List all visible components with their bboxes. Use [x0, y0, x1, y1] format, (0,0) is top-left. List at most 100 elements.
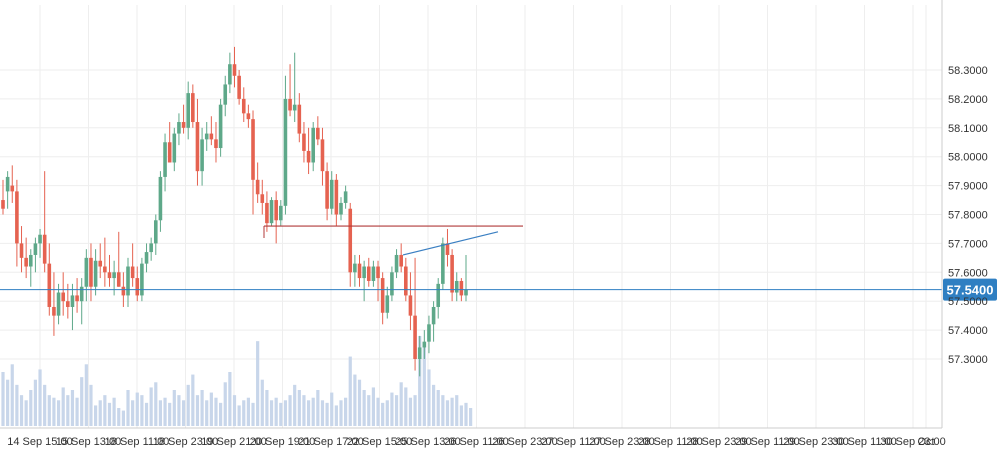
- candle-down: [1, 200, 5, 209]
- volume-bar: [232, 395, 237, 426]
- volume-bar: [135, 392, 139, 426]
- volume-bar: [66, 395, 70, 426]
- x-tick-label: 14 Sep 15:00: [7, 436, 72, 448]
- candle-up: [417, 347, 422, 359]
- volume-bar: [140, 395, 144, 426]
- candle-up: [172, 133, 177, 163]
- volume-bar: [126, 390, 130, 426]
- volume-bar: [61, 387, 65, 426]
- candle-up: [371, 266, 376, 281]
- candle-down: [42, 234, 47, 264]
- volume-layer: [1, 336, 473, 426]
- y-tick-label: 57.9000: [948, 181, 988, 193]
- candle-down: [265, 202, 269, 224]
- volume-bar: [154, 382, 158, 426]
- candle-down: [325, 171, 329, 209]
- candle-down: [357, 263, 362, 279]
- volume-bar: [80, 377, 84, 426]
- volume-bar: [404, 387, 408, 426]
- x-tick-label: 26 Sep 11:00: [444, 436, 509, 448]
- volume-bar: [149, 387, 153, 426]
- candle-layer: [1, 46, 468, 377]
- candle-up: [158, 176, 163, 221]
- volume-bar: [469, 408, 473, 426]
- volume-bar: [427, 369, 431, 426]
- volume-bar: [52, 397, 56, 426]
- candle-up: [441, 243, 445, 284]
- volume-bar: [302, 395, 306, 426]
- x-tick-label: 18 Sep 23:00: [153, 436, 218, 448]
- candle-down: [107, 272, 112, 279]
- volume-bar: [450, 397, 454, 426]
- y-tick-label: 58.3000: [948, 65, 988, 77]
- volume-bar: [195, 395, 200, 426]
- candle-down: [306, 150, 311, 163]
- volume-bar: [172, 390, 176, 426]
- volume-bar: [191, 374, 195, 426]
- candle-down: [209, 133, 214, 140]
- volume-bar: [84, 364, 88, 426]
- volume-bar: [385, 400, 389, 426]
- y-tick-label: 57.7000: [948, 238, 988, 250]
- y-tick-label: 57.4000: [948, 325, 988, 337]
- volume-bar: [94, 405, 98, 426]
- volume-bar: [320, 400, 325, 426]
- volume-bar: [38, 369, 42, 426]
- candle-down: [66, 301, 70, 307]
- candle-up: [427, 324, 431, 342]
- candle-up: [200, 139, 204, 172]
- overlay-layer: 57.5400: [0, 225, 997, 301]
- x-tick-label: 20 Sep 19:00: [250, 436, 315, 448]
- volume-bar: [158, 400, 163, 426]
- candle-down: [116, 272, 121, 287]
- volume-bar: [441, 395, 445, 426]
- candle-down: [47, 263, 52, 307]
- candle-up: [454, 280, 459, 293]
- volume-bar: [279, 402, 283, 426]
- candle-up: [394, 254, 399, 273]
- volume-bar: [103, 395, 107, 426]
- candle-down: [260, 194, 265, 203]
- volume-bar: [131, 400, 135, 426]
- candle-up: [177, 122, 181, 134]
- candle-down: [237, 75, 241, 99]
- candle-down: [130, 266, 135, 279]
- y-tick-label: 57.3000: [948, 354, 988, 366]
- volume-bar: [334, 405, 338, 426]
- volume-bar: [242, 400, 246, 426]
- volume-bar: [112, 397, 116, 426]
- volume-bar: [24, 400, 28, 426]
- candle-up: [385, 295, 390, 313]
- volume-bar: [168, 402, 172, 426]
- volume-bar: [381, 402, 385, 426]
- volume-bar: [288, 395, 292, 426]
- candle-up: [311, 127, 316, 163]
- candle-down: [61, 292, 65, 302]
- volume-bar: [19, 395, 24, 426]
- candle-down: [232, 64, 237, 76]
- volume-bar: [265, 390, 269, 426]
- candle-up: [353, 263, 357, 273]
- volume-bar: [1, 372, 5, 426]
- volume-bar: [181, 400, 186, 426]
- volume-bar: [418, 336, 422, 426]
- trend-line: [402, 231, 499, 256]
- candle-down: [450, 254, 454, 293]
- current-price-label: 57.5400: [947, 283, 994, 298]
- x-tick-label: 30 Sep 11:00: [832, 436, 897, 448]
- volume-bar: [422, 346, 426, 426]
- grid-layer: [0, 5, 942, 428]
- x-tick-label: 22 Sep 15:00: [347, 436, 412, 448]
- volume-bar: [394, 395, 399, 426]
- x-tick-label: 28 Sep 23:00: [686, 436, 751, 448]
- volume-bar: [362, 390, 366, 426]
- candle-down: [75, 295, 79, 302]
- volume-bar: [47, 395, 51, 426]
- candle-down: [241, 98, 246, 114]
- x-tick-label: 29 Sep 11:00: [735, 436, 800, 448]
- volume-bar: [464, 402, 468, 426]
- candle-up: [204, 133, 209, 140]
- volume-bar: [357, 379, 362, 426]
- volume-bar: [15, 384, 19, 426]
